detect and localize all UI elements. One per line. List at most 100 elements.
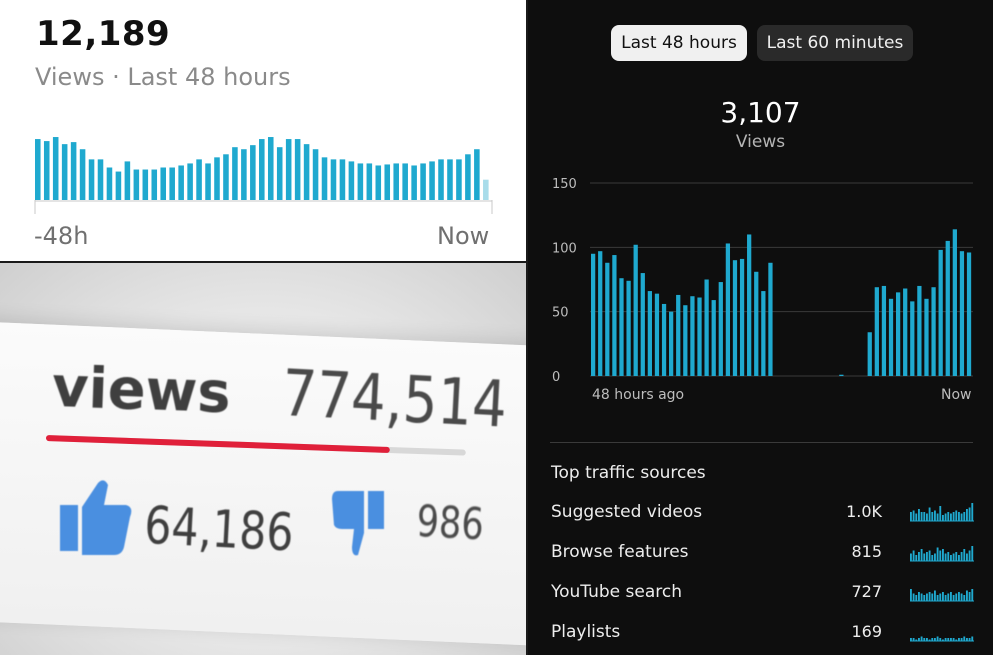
spark-bar <box>910 553 912 561</box>
bar <box>214 157 220 200</box>
bar <box>133 169 140 200</box>
spark-bar <box>915 555 918 561</box>
spark-bar <box>912 593 915 601</box>
bar <box>124 161 131 200</box>
likes-count: 64,186 <box>142 496 295 564</box>
bar <box>612 255 617 376</box>
spark-bar <box>968 592 971 601</box>
spark-bar <box>958 512 960 521</box>
spark-bar <box>928 592 931 601</box>
bar <box>768 262 773 376</box>
source-name: Browse features <box>551 542 689 562</box>
spark-bar <box>920 549 923 561</box>
spark-bar <box>963 512 966 521</box>
spark-bar <box>955 639 958 641</box>
source-name: Playlists <box>551 622 621 642</box>
bar <box>348 161 355 200</box>
spark-bar <box>918 509 920 521</box>
spark-bar <box>923 638 926 641</box>
views-total: 12,189 <box>36 14 171 54</box>
thumbs-down-icon[interactable] <box>330 489 386 561</box>
spark-bar <box>952 512 955 521</box>
tab-last-48-hours[interactable]: Last 48 hours <box>611 25 747 61</box>
bar <box>761 291 766 376</box>
y-tick-label: 50 <box>552 306 569 321</box>
spark-bar <box>968 507 971 521</box>
bar <box>303 144 310 200</box>
spark-bar <box>910 638 912 641</box>
x-axis-start-label: -48h <box>34 222 89 250</box>
spark-bar <box>950 555 952 561</box>
traffic-source-row[interactable]: YouTube search 727 <box>528 582 993 612</box>
source-sparkline <box>910 503 974 522</box>
spark-bar <box>955 552 958 561</box>
bar <box>739 258 745 376</box>
bar <box>402 163 408 200</box>
traffic-source-row[interactable]: Suggested videos 1.0K <box>528 502 993 532</box>
bar <box>339 159 346 200</box>
spark-bar <box>960 593 963 601</box>
bar <box>640 273 645 376</box>
bar <box>633 244 638 376</box>
spark-bar <box>966 590 968 601</box>
bar <box>945 240 950 376</box>
spark-bar <box>915 513 918 521</box>
bar <box>106 167 113 200</box>
spark-bar <box>942 515 944 521</box>
spark-bar <box>960 552 963 561</box>
bar <box>924 298 929 376</box>
y-tick-label: 150 <box>552 177 577 192</box>
bar <box>676 294 681 376</box>
spark-bar <box>931 593 934 601</box>
bar <box>704 279 709 376</box>
x-axis-end-label: Now <box>437 222 490 250</box>
bar <box>205 163 211 200</box>
spark-bar <box>920 636 923 641</box>
bar <box>115 171 122 200</box>
bar <box>881 285 887 376</box>
views-total: 3,107 <box>720 96 801 129</box>
bar <box>867 332 872 376</box>
bar <box>35 139 41 200</box>
bar <box>187 163 193 200</box>
bar <box>223 154 229 200</box>
spark-bar <box>910 589 912 601</box>
spark-bar <box>944 553 947 561</box>
spark-bar <box>950 638 952 641</box>
views-bar-chart-light <box>34 137 493 214</box>
traffic-source-row[interactable]: Browse features 815 <box>528 542 993 572</box>
spark-bar <box>931 638 934 641</box>
spark-bar <box>918 552 920 561</box>
bar <box>267 137 274 200</box>
spark-bar <box>958 555 960 561</box>
traffic-sources-title: Top traffic sources <box>551 463 706 483</box>
panel-divider-horizontal <box>0 261 528 263</box>
spark-bar <box>928 507 931 521</box>
bar <box>626 280 631 376</box>
source-value: 815 <box>851 542 882 561</box>
spark-bar <box>936 547 939 561</box>
bar <box>910 301 915 376</box>
bar <box>465 154 471 200</box>
spark-bar <box>915 639 918 641</box>
dislikes-count: 986 <box>415 496 486 551</box>
bar <box>420 163 426 200</box>
spark-bar <box>960 638 963 641</box>
bar <box>366 163 373 200</box>
thumbs-up-icon[interactable] <box>58 475 134 559</box>
bar <box>276 147 283 200</box>
spark-bar <box>947 638 950 641</box>
bar <box>384 164 391 200</box>
spark-bar <box>912 510 915 521</box>
spark-bar <box>958 638 960 641</box>
bar <box>259 139 265 200</box>
bar <box>88 159 95 200</box>
tab-last-60-minutes[interactable]: Last 60 minutes <box>757 25 913 61</box>
spark-bar <box>966 553 968 561</box>
bar <box>605 262 610 376</box>
bar <box>411 165 417 200</box>
bar <box>43 141 50 200</box>
spark-bar <box>944 595 947 601</box>
spark-bar <box>934 638 936 641</box>
traffic-source-row[interactable]: Playlists 169 <box>528 622 993 652</box>
